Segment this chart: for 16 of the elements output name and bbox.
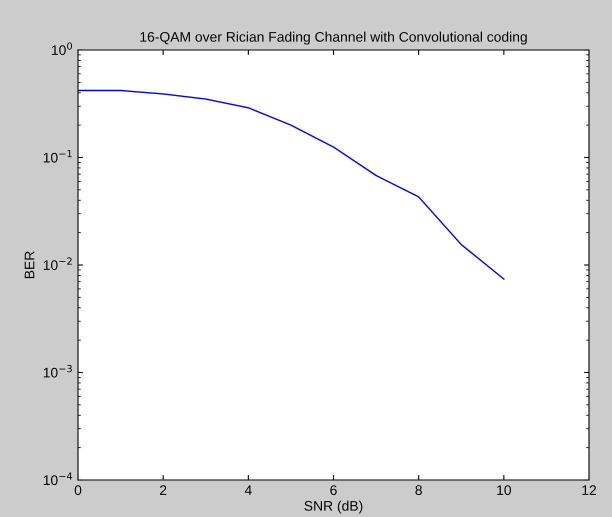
x-tick-label: 8	[415, 485, 422, 496]
y-tick-label: 10$^{−3}$	[44, 364, 72, 378]
x-tick-label: 10	[497, 485, 512, 496]
x-tick-label: 0	[74, 485, 82, 496]
x-tick-label: 12	[582, 485, 596, 495]
y-axis-title: BER	[24, 251, 34, 278]
y-tick-label: 10$^{0}$	[52, 42, 72, 56]
chart-title: 16-QAM over Rician Fading Channel with Convolutional coding	[140, 32, 527, 45]
x-tick-label: 4	[244, 485, 252, 495]
line-series	[78, 90, 505, 280]
x-axis-title: SNR (dB)	[304, 500, 362, 514]
y-tick-label: 10$^{−2}$	[44, 257, 72, 270]
x-tick-label: 6	[330, 485, 337, 496]
y-tick-label: 10$^{−1}$	[44, 150, 72, 163]
y-tick-label: 10$^{−4}$	[44, 472, 72, 486]
x-tick-label: 2	[160, 485, 166, 495]
